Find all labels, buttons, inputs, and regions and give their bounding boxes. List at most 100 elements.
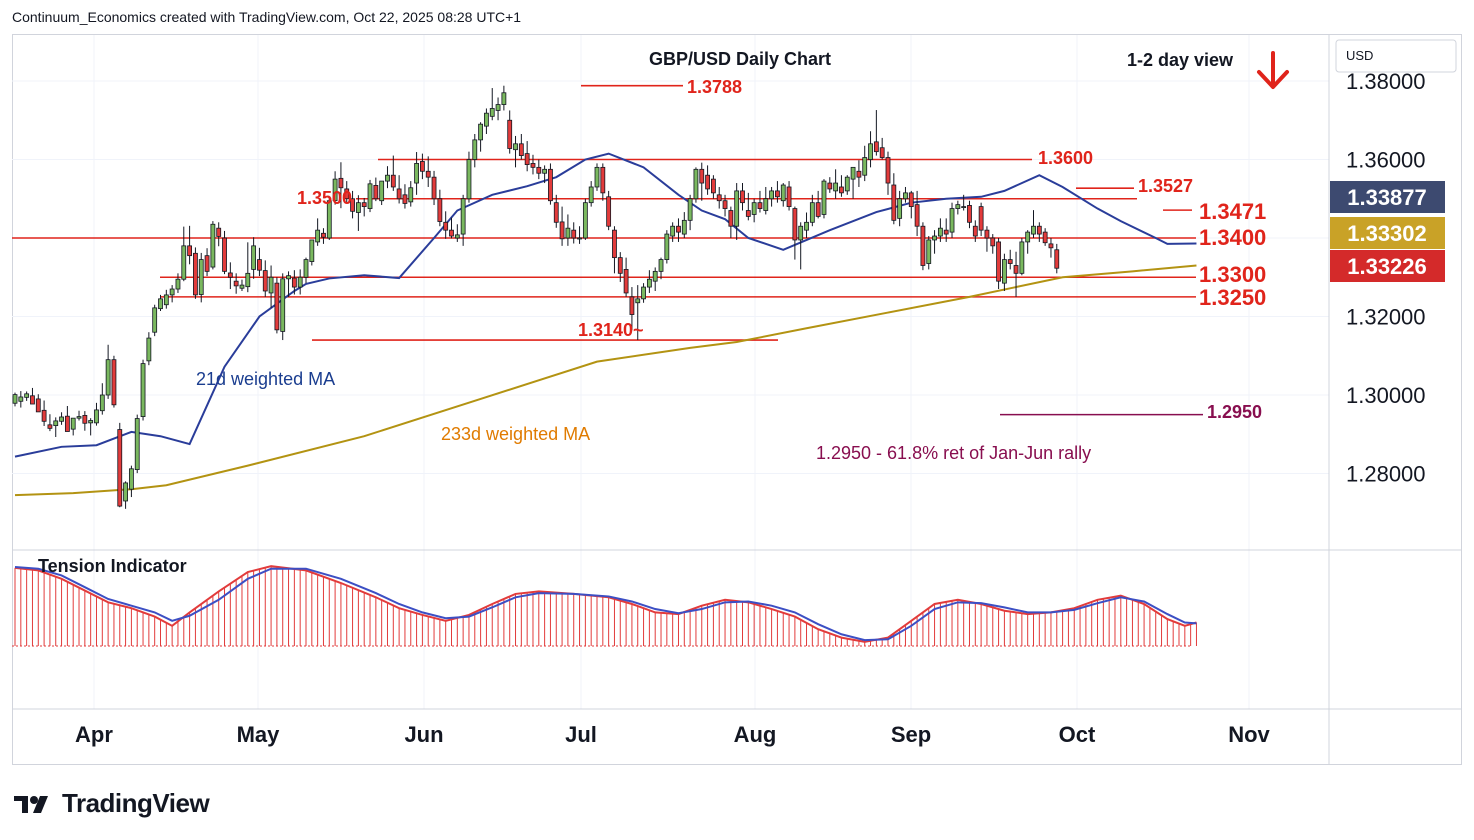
- candle-body: [978, 206, 984, 231]
- candle: [775, 181, 780, 203]
- candle-body: [367, 183, 373, 209]
- candle-body: [658, 259, 664, 272]
- candle-body: [41, 409, 47, 422]
- tension-line: [14, 565, 1197, 643]
- candle-body: [769, 190, 774, 200]
- candle: [326, 198, 332, 240]
- candle: [297, 269, 303, 295]
- candle: [897, 190, 903, 227]
- candle-body: [315, 229, 321, 243]
- level-label: 1.3250: [1199, 285, 1266, 310]
- candle-body: [326, 200, 332, 239]
- candle-body: [169, 288, 175, 296]
- candle: [722, 194, 728, 217]
- candle-body: [134, 418, 140, 470]
- candle: [617, 252, 623, 282]
- candle-body: [233, 280, 239, 287]
- candle: [949, 202, 955, 238]
- candle: [1036, 222, 1042, 242]
- candle-body: [705, 174, 710, 190]
- candle-body: [693, 168, 699, 200]
- candle: [984, 226, 990, 252]
- candle-body: [245, 272, 251, 288]
- candle: [466, 151, 472, 203]
- candle: [303, 257, 309, 284]
- chart-title: GBP/USD Daily Chart: [649, 49, 831, 69]
- candle-body: [908, 192, 914, 208]
- candle: [1013, 251, 1019, 297]
- x-tick-label: Jul: [565, 722, 597, 747]
- y-tick-label: 1.28000: [1346, 462, 1426, 487]
- x-tick-label: Sep: [891, 722, 931, 747]
- candle-body: [472, 139, 478, 160]
- candle: [507, 110, 513, 154]
- candle-body: [897, 198, 903, 219]
- candle: [728, 206, 734, 238]
- candle: [443, 211, 449, 239]
- level-label: 1.3527: [1138, 176, 1193, 196]
- candle: [233, 273, 239, 294]
- annotation-233d-ma: 233d weighted MA: [441, 424, 590, 444]
- candle-body: [932, 235, 937, 241]
- candle: [612, 226, 617, 274]
- candle: [792, 206, 798, 260]
- candle: [105, 344, 111, 399]
- candle-body: [600, 166, 606, 194]
- candle: [577, 226, 582, 244]
- candle: [396, 175, 402, 204]
- candle-body: [257, 259, 262, 271]
- price-badge-label: 1.33877: [1347, 185, 1427, 210]
- candle-body: [94, 409, 99, 424]
- candle: [390, 155, 396, 191]
- candle-body: [251, 245, 257, 270]
- candle-body: [745, 210, 751, 217]
- candle-body: [559, 221, 565, 240]
- candle: [943, 218, 949, 242]
- level-label: 1.3400: [1199, 225, 1266, 250]
- candle-body: [402, 194, 408, 204]
- candle-body: [193, 252, 198, 296]
- candle: [920, 222, 926, 271]
- candle-body: [262, 270, 268, 292]
- candle: [693, 167, 699, 203]
- candles: [12, 85, 1060, 509]
- candle: [798, 222, 804, 270]
- candle: [315, 218, 321, 246]
- candle-body: [489, 108, 495, 117]
- candle-body: [885, 157, 891, 184]
- candle: [1025, 230, 1031, 254]
- candle: [972, 220, 978, 242]
- candle: [635, 285, 641, 341]
- candle-body: [862, 157, 868, 176]
- candle-body: [728, 210, 734, 227]
- candle: [12, 392, 18, 407]
- candle: [35, 394, 41, 413]
- candle: [664, 230, 670, 264]
- ma-21d-line: [14, 152, 1197, 458]
- candle-body: [646, 278, 652, 288]
- currency-box: [1335, 39, 1457, 73]
- candle-body: [617, 257, 623, 274]
- candle: [152, 304, 158, 337]
- candle: [652, 267, 658, 291]
- candle-body: [571, 229, 577, 239]
- candle: [484, 108, 489, 134]
- candle: [600, 163, 606, 201]
- candle: [530, 154, 536, 175]
- candle-body: [216, 227, 222, 237]
- candle: [274, 277, 280, 334]
- candle: [373, 177, 379, 202]
- candle-body: [1002, 259, 1007, 284]
- candle: [321, 228, 326, 244]
- candle: [932, 230, 937, 254]
- candle-body: [291, 277, 297, 288]
- candle: [70, 417, 76, 436]
- candle-body: [879, 147, 885, 158]
- candle-body: [350, 198, 355, 212]
- candle-body: [984, 229, 990, 239]
- candle-body: [449, 229, 454, 237]
- candle-body: [507, 119, 513, 149]
- candle-body: [88, 420, 94, 424]
- candle: [926, 236, 932, 270]
